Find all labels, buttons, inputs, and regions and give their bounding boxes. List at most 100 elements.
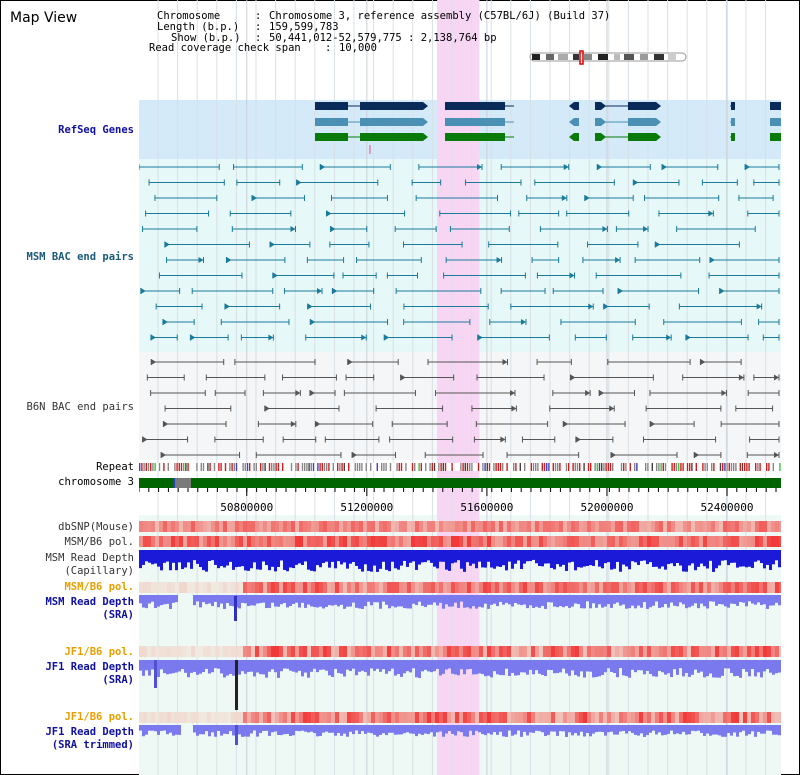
track-label-jf1-b6-pol-1[interactable]: JF1/B6 pol. xyxy=(64,646,134,658)
gene-strand-arrow xyxy=(423,118,428,126)
jf1-b6-pol-cell xyxy=(703,646,707,657)
jf1-b6-pol-cell xyxy=(243,712,247,723)
repeat-element xyxy=(546,463,548,471)
msm-b6-pol-cell xyxy=(703,582,707,593)
jf1-depth-trimmed-bar xyxy=(343,725,346,734)
jf1-depth-trimmed-bar xyxy=(769,725,772,731)
msm-depth-sra-bar xyxy=(703,595,706,607)
msm-b6-pol-cell xyxy=(139,582,143,593)
repeat-element xyxy=(145,463,147,471)
msm-b6-pol-cell xyxy=(487,582,491,593)
repeat-element xyxy=(150,463,152,471)
track-label-msm-depth-sra[interactable]: MSM Read Depth xyxy=(45,596,134,608)
chromosome-ideogram[interactable] xyxy=(528,50,690,66)
track-label-msm-b6-pol-1[interactable]: MSM/B6 pol. xyxy=(64,536,134,548)
jf1-b6-pol-cell xyxy=(695,646,699,657)
jf1-depth-trimmed-bar xyxy=(193,725,196,733)
track-label-jf1-b6-pol-2[interactable]: JF1/B6 pol. xyxy=(64,711,134,723)
track-label-refseq[interactable]: RefSeq Genes xyxy=(58,124,134,136)
track-label-jf1-depth-trimmed[interactable]: JF1 Read Depth xyxy=(45,726,134,738)
jf1-depth-trimmed-bar xyxy=(637,725,640,736)
jf1-b6-pol-cell xyxy=(195,646,199,657)
jf1-depth-sra-bar xyxy=(412,660,415,669)
jf1-b6-pol-cell xyxy=(627,712,631,723)
msm-b6-pol-cell xyxy=(547,582,551,593)
dbsnp-cell xyxy=(615,521,619,532)
repeat-element xyxy=(651,463,653,471)
repeat-element xyxy=(603,463,605,471)
msm-b6-pol-cell xyxy=(491,582,495,593)
msm-b6-pol-cell xyxy=(439,536,443,547)
track-label-chromosome[interactable]: chromosome 3 xyxy=(58,476,134,488)
msm-depth-capillary-bar xyxy=(496,550,499,567)
repeat-element xyxy=(471,463,473,471)
jf1-depth-trimmed-bar xyxy=(157,725,160,735)
jf1-depth-trimmed-bar xyxy=(487,725,490,734)
msm-b6-pol-cell xyxy=(259,582,263,593)
jf1-b6-pol-cell xyxy=(471,712,475,723)
msm-depth-capillary-bar xyxy=(427,550,430,561)
jf1-depth-trimmed-bar xyxy=(643,725,646,737)
jf1-depth-sra-bar xyxy=(661,660,664,673)
track-label-jf1-depth-sra[interactable]: JF1 Read Depth xyxy=(45,661,134,673)
dbsnp-cell xyxy=(227,521,231,532)
track-label-b6n-bac[interactable]: B6N BAC end pairs xyxy=(26,401,134,413)
repeat-element xyxy=(444,463,447,471)
repeat-element xyxy=(414,463,416,471)
jf1-depth-trimmed-bar xyxy=(457,725,460,732)
jf1-depth-sra-bar xyxy=(256,660,259,673)
dbsnp-cell xyxy=(427,521,431,532)
jf1-b6-pol-cell xyxy=(639,646,643,657)
msm-b6-pol-cell xyxy=(323,536,327,547)
track-label-dbsnp[interactable]: dbSNP(Mouse) xyxy=(58,521,134,533)
msm-bac-pair-arrow xyxy=(666,334,672,341)
jf1-depth-sra-bar xyxy=(466,660,469,670)
jf1-b6-pol-cell xyxy=(683,712,687,723)
jf1-depth-trimmed-bar xyxy=(403,725,406,734)
jf1-b6-pol-cell xyxy=(463,712,467,723)
b6n-bac-pair-arrow xyxy=(774,452,779,458)
jf1-depth-trimmed-bar xyxy=(283,725,286,735)
genome-tracks-canvas[interactable]: 50800000 51200000 51600000 52000000 52400000 xyxy=(139,0,781,775)
msm-depth-capillary-bar xyxy=(724,550,727,561)
msm-b6-pol-cell xyxy=(179,582,183,593)
msm-b6-pol-cell xyxy=(527,536,531,547)
jf1-depth-trimmed-bar xyxy=(154,725,157,732)
jf1-b6-pol-cell xyxy=(419,712,423,723)
msm-depth-capillary-bar xyxy=(394,550,397,569)
jf1-b6-pol-cell xyxy=(347,646,351,657)
msm-b6-pol-cell xyxy=(543,536,547,547)
jf1-depth-sra-bar xyxy=(253,660,256,677)
jf1-b6-pol-cell xyxy=(603,646,607,657)
repeat-element xyxy=(273,463,275,471)
msm-depth-capillary-bar xyxy=(727,550,730,566)
jf1-depth-trimmed-bar xyxy=(721,725,724,737)
track-label-msm-bac[interactable]: MSM BAC end pairs xyxy=(26,251,134,263)
jf1-depth-trimmed-bar xyxy=(547,725,550,735)
jf1-depth-trimmed-bar xyxy=(166,725,169,735)
jf1-b6-pol-cell xyxy=(727,646,731,657)
repeat-element xyxy=(519,463,521,471)
dbsnp-cell xyxy=(211,521,215,532)
msm-b6-pol-cell xyxy=(647,582,651,593)
msm-b6-pol-cell xyxy=(239,536,243,547)
track-label-repeat[interactable]: Repeat xyxy=(96,461,134,473)
repeat-element xyxy=(433,463,436,471)
jf1-depth-trimmed-bar xyxy=(550,725,553,732)
msm-depth-sra-bar xyxy=(583,595,586,609)
msm-depth-sra-bar xyxy=(550,595,553,603)
msm-b6-pol-cell xyxy=(627,536,631,547)
jf1-depth-sra-bar xyxy=(403,660,406,674)
track-label-msm-b6-pol-2[interactable]: MSM/B6 pol. xyxy=(64,581,134,593)
jf1-depth-trimmed-bar xyxy=(772,725,775,735)
msm-b6-pol-cell xyxy=(603,536,607,547)
msm-depth-capillary-bar xyxy=(160,550,163,571)
msm-depth-sra-bar xyxy=(160,595,163,606)
track-label-msm-depth-capillary[interactable]: MSM Read Depth xyxy=(45,552,134,564)
jf1-depth-trimmed-bar xyxy=(385,725,388,736)
jf1-b6-pol-cell xyxy=(779,712,781,723)
msm-b6-pol-cell xyxy=(683,536,687,547)
jf1-b6-pol-cell xyxy=(355,712,359,723)
dbsnp-cell xyxy=(515,521,519,532)
msm-depth-capillary-bar xyxy=(460,550,463,569)
